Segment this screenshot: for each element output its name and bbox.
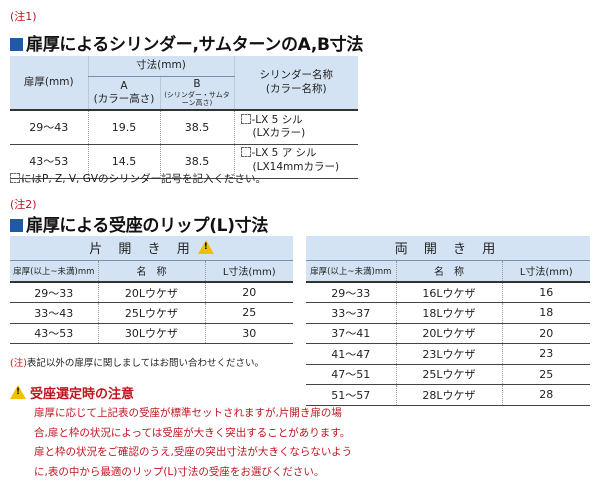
header-dimension: 寸法(mm) — [87, 56, 234, 77]
l-cell: 20 — [501, 323, 590, 344]
double-door-title: 両 開 き 用 — [306, 236, 590, 261]
l-cell: 30 — [204, 323, 293, 344]
header-door-thickness: 扉厚(mm) — [10, 56, 88, 112]
col-l-dimension: L寸法(mm) — [204, 260, 293, 283]
header-a: A (カラー高さ) — [87, 76, 160, 112]
name-cell: 20Lウケザ — [97, 282, 205, 303]
header-b: B (シリンダー・サムターン高さ) — [159, 76, 234, 112]
name-cell: 25Lウケザ — [395, 364, 502, 385]
caution-title-text: 受座選定時の注意 — [30, 387, 135, 402]
l-cell: 20 — [204, 282, 293, 303]
name-cell: 28Lウケザ — [395, 384, 502, 406]
dashed-box-placeholder-icon — [10, 173, 20, 183]
warning-triangle-icon — [197, 240, 214, 255]
header-a-line2: (カラー高さ) — [93, 92, 155, 105]
table-row: 29～33 16Lウケザ 16 — [306, 282, 590, 303]
header-name-line1: シリンダー名称 — [259, 69, 334, 82]
caution-line: 扉と枠の状況をご確認のうえ,受座の突出寸法が大きくならないよう — [34, 446, 353, 458]
door-cell: 29～33 — [306, 282, 396, 303]
table-row: 29～33 20Lウケザ 20 — [10, 282, 293, 303]
door-cell: 29～43 — [10, 110, 88, 145]
l-cell: 23 — [501, 343, 590, 365]
l-cell: 25 — [204, 302, 293, 324]
table-row: 33～43 25Lウケザ 25 — [10, 302, 293, 324]
header-cylinder-name: シリンダー名称 (カラー名称) — [233, 56, 358, 112]
name-cell: 25Lウケザ — [97, 302, 205, 324]
header-name-line2: (カラー名称) — [265, 82, 327, 95]
b-cell: 38.5 — [159, 144, 234, 179]
double-door-lip-table: 両 開 き 用 扉厚(以上~未満)mm 名 称 L寸法(mm) 29～33 16… — [306, 236, 590, 406]
caution-body: 扉厚に応じて上記表の受座が標準セットされますが,片開き扉の場 合,扉と枠の状況に… — [34, 404, 594, 482]
section1-heading: 扉厚によるシリンダー,サムターンのA,B寸法 — [10, 30, 363, 55]
table-row: 33～37 18Lウケザ 18 — [306, 302, 590, 324]
name-cell: -LX 5 ア シル (LX14mmカラー) — [233, 144, 358, 179]
table-row: 41～47 23Lウケザ 23 — [306, 343, 590, 365]
caution-title: 受座選定時の注意 — [10, 383, 134, 402]
table-row: 47～51 25Lウケザ 25 — [306, 364, 590, 385]
door-cell: 29～33 — [10, 282, 98, 303]
collar-name: (LX14mmカラー) — [252, 161, 340, 174]
section2-footnote: (注)表記以外の扉厚に関しましてはお問い合わせください。 — [10, 355, 264, 369]
section1-note-text: にはP, Z, V, GVのシリンダー記号を記入ください。 — [21, 173, 267, 185]
cylinder-dimension-table: 扉厚(mm) 寸法(mm) シリンダー名称 (カラー名称) A (カラー高さ) … — [10, 56, 358, 179]
b-cell: 38.5 — [159, 110, 234, 145]
table-row: 43～53 30Lウケザ 30 — [10, 323, 293, 344]
door-cell: 47～51 — [306, 364, 396, 385]
door-cell: 33～37 — [306, 302, 396, 324]
a-cell: 14.5 — [87, 144, 160, 179]
col-name: 名 称 — [395, 260, 502, 283]
name-cell: 30Lウケザ — [97, 323, 205, 344]
header-a-line1: A — [120, 79, 128, 92]
name-cell: 16Lウケザ — [395, 282, 502, 303]
cylinder-name: -LX 5 シル — [251, 113, 303, 126]
single-door-title-text: 片 開 き 用 — [89, 242, 196, 258]
header-b-line2: (シリンダー・サムターン高さ) — [164, 90, 230, 108]
name-cell: -LX 5 シル (LXカラー) — [233, 110, 358, 145]
warning-triangle-icon — [10, 385, 26, 399]
name-cell: 18Lウケザ — [395, 302, 502, 324]
a-cell: 19.5 — [87, 110, 160, 145]
door-cell: 43～53 — [10, 144, 88, 179]
section1-heading-text: 扉厚によるシリンダー,サムターンのA,B寸法 — [26, 35, 364, 55]
caution-line: 合,扉と枠の状況によっては受座が大きく突出することがあります。 — [34, 426, 351, 439]
table-row: 43～53 14.5 38.5 -LX 5 ア シル (LX14mmカラー) — [10, 144, 358, 179]
door-cell: 51～57 — [306, 384, 396, 406]
col-door-thickness: 扉厚(以上~未満)mm — [10, 260, 98, 283]
name-cell: 23Lウケザ — [395, 343, 502, 365]
col-door-thickness: 扉厚(以上~未満)mm — [306, 260, 396, 283]
header-b-line1: B — [193, 77, 201, 90]
l-cell: 28 — [501, 384, 590, 406]
l-cell: 18 — [501, 302, 590, 324]
table-row: 37～41 20Lウケザ 20 — [306, 323, 590, 344]
col-name: 名 称 — [97, 260, 205, 283]
name-cell: 20Lウケザ — [395, 323, 502, 344]
single-door-title: 片 開 き 用 — [10, 236, 293, 261]
single-door-lip-table: 片 開 き 用 扉厚(以上~未満)mm 名 称 L寸法(mm) 29～33 20… — [10, 236, 293, 344]
door-cell: 43～53 — [10, 323, 98, 344]
dashed-box-placeholder-icon — [240, 147, 251, 158]
table-row: 29～43 19.5 38.5 -LX 5 シル (LXカラー) — [10, 110, 358, 145]
note-tag-2: (注2) — [10, 198, 37, 211]
blue-square-bullet-icon — [10, 38, 23, 51]
col-l-dimension: L寸法(mm) — [501, 260, 590, 283]
footnote-text: 表記以外の扉厚に関しましてはお問い合わせください。 — [26, 358, 264, 369]
footnote-tag: (注) — [10, 358, 27, 369]
door-cell: 33～43 — [10, 302, 98, 324]
door-cell: 37～41 — [306, 323, 396, 344]
l-cell: 25 — [501, 364, 590, 385]
cylinder-name: -LX 5 ア シル — [251, 147, 317, 160]
dashed-box-placeholder-icon — [240, 113, 251, 124]
section1-note: にはP, Z, V, GVのシリンダー記号を記入ください。 — [10, 171, 266, 186]
collar-name: (LXカラー) — [252, 127, 306, 140]
blue-square-bullet-icon — [10, 219, 23, 232]
section2-heading-text: 扉厚による受座のリップ(L)寸法 — [26, 216, 269, 236]
l-cell: 16 — [501, 282, 590, 303]
note-tag-1: (注1) — [10, 10, 37, 23]
door-cell: 41～47 — [306, 343, 396, 365]
caution-line: 扉厚に応じて上記表の受座が標準セットされますが,片開き扉の場 — [34, 407, 342, 419]
table-row: 51～57 28Lウケザ 28 — [306, 384, 590, 406]
caution-line: に,表の中から最適のリップ(L)寸法の受座をお選びください。 — [34, 465, 325, 478]
section2-heading: 扉厚による受座のリップ(L)寸法 — [10, 211, 268, 236]
